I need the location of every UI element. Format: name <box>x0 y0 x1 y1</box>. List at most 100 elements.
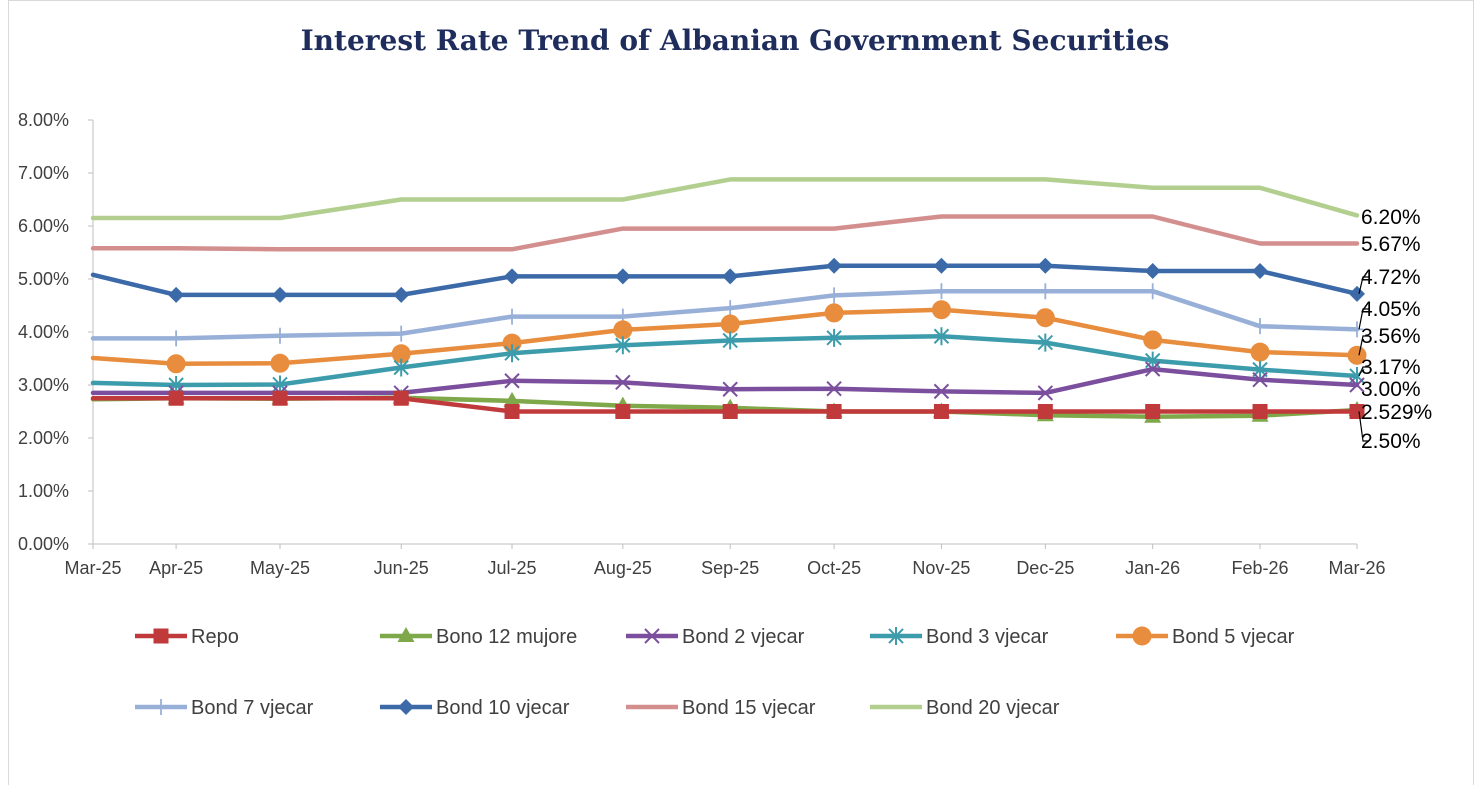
data-point <box>931 300 951 320</box>
data-point <box>270 353 290 373</box>
legend-item-bond-20-vjecar: Bond 20 vjecar <box>870 697 1060 719</box>
end-label-bond-2-vjecar: 3.00% <box>1361 378 1421 401</box>
y-tick-label: 0.00% <box>18 534 69 554</box>
data-point <box>1252 371 1268 388</box>
data-point <box>613 320 633 340</box>
legend-item-bond-2-vjecar: Bond 2 vjecar <box>626 626 805 648</box>
chart-frame <box>8 0 1474 785</box>
end-value-label: 4.05% <box>1361 298 1421 321</box>
data-point <box>1035 308 1055 328</box>
data-point <box>1143 330 1163 350</box>
end-label-bond-5-vjecar: 3.56% <box>1358 325 1421 356</box>
series-layer <box>90 177 1367 423</box>
data-point <box>615 404 631 419</box>
leader-line <box>1358 366 1369 377</box>
y-tick-label: 3.00% <box>18 375 69 395</box>
data-point <box>1252 404 1268 419</box>
y-tick-label: 5.00% <box>18 269 69 289</box>
data-point <box>272 390 288 406</box>
data-point <box>826 381 842 397</box>
end-value-label: 3.56% <box>1361 325 1421 348</box>
legend-item-bond-5-vjecar: Bond 5 vjecar <box>1116 626 1295 648</box>
data-point <box>614 268 631 285</box>
data-point <box>272 286 289 303</box>
legend-item-repo: Repo <box>135 626 239 648</box>
data-point <box>933 257 950 274</box>
end-label-bond-10-vjecar: 4.72% <box>1358 266 1421 294</box>
data-point <box>168 390 184 406</box>
data-point <box>1146 283 1159 300</box>
data-point <box>393 286 410 303</box>
x-tick-label: Mar-25 <box>64 558 121 578</box>
data-point <box>1349 285 1365 302</box>
data-point <box>826 404 842 419</box>
data-point <box>393 358 409 377</box>
end-value-label: 2.50% <box>1361 430 1421 453</box>
data-point <box>504 344 520 363</box>
end-label-bond-20-vjecar: 6.20% <box>1361 206 1421 229</box>
legend-item-bono-12-mujore: Bono 12 mujore <box>380 626 577 648</box>
end-value-label: 3.00% <box>1361 378 1421 401</box>
legend-label: Bond 5 vjecar <box>1172 626 1295 648</box>
data-point <box>1347 345 1367 365</box>
data-point <box>1037 404 1053 419</box>
legend-label: Bond 2 vjecar <box>682 626 805 648</box>
x-tick-label: Jul-25 <box>488 558 537 578</box>
legend-label: Bond 3 vjecar <box>926 626 1049 648</box>
data-point <box>615 374 631 391</box>
x-tick-label: Jan-26 <box>1125 558 1180 578</box>
legend-marker <box>888 627 904 645</box>
data-point <box>504 373 520 389</box>
legend-item-bond-7-vjecar: Bond 7 vjecar <box>135 697 314 719</box>
chart-axes: 0.00% 1.00% 2.00% 3.00% 4.00% 5.00% 6.00% 7.00%… <box>18 110 1386 578</box>
data-point <box>720 314 740 334</box>
end-value-label: 5.67% <box>1361 233 1421 256</box>
data-point <box>615 336 631 355</box>
legend-item-bond-3-vjecar: Bond 3 vjecar <box>870 626 1049 648</box>
data-point <box>1037 385 1054 401</box>
data-point <box>1039 283 1052 300</box>
legend-label: Bono 12 mujore <box>436 626 577 648</box>
x-tick-label: Oct-25 <box>807 558 861 578</box>
legend-marker <box>153 628 169 644</box>
series-bond-10-vjecar <box>90 257 1365 303</box>
x-tick-label: Dec-25 <box>1016 558 1074 578</box>
data-point <box>1144 361 1161 377</box>
data-point <box>504 268 521 285</box>
leader-line <box>1358 335 1369 356</box>
end-label-bond-3-vjecar: 3.17% <box>1358 356 1421 379</box>
x-tick-label: Apr-25 <box>149 558 203 578</box>
series-bond-3-vjecar <box>90 327 1365 394</box>
data-point <box>826 257 843 274</box>
data-point <box>724 300 737 317</box>
y-tick-label: 1.00% <box>18 481 69 501</box>
chart-title: Interest Rate Trend of Albanian Governme… <box>301 24 1170 57</box>
legend-marker <box>155 699 167 715</box>
data-point <box>1037 333 1054 352</box>
end-label-layer: 6.20% 5.67% 4.72% 4.05% 3.56% 3.17%3.00%2.529… <box>1358 206 1432 453</box>
data-point <box>391 344 411 364</box>
series-repo <box>90 390 1365 419</box>
series-bond-20-vjecar <box>90 177 1360 221</box>
legend-label: Bond 7 vjecar <box>191 697 314 719</box>
y-tick-label: 2.00% <box>18 428 69 448</box>
legend-label: Bond 15 vjecar <box>682 697 816 719</box>
data-point <box>935 283 948 300</box>
end-value-label: 6.20% <box>1361 206 1421 229</box>
x-tick-label: Jun-25 <box>374 558 429 578</box>
x-tick-label: Nov-25 <box>912 558 970 578</box>
end-label-bond-15-vjecar: 5.67% <box>1361 233 1421 256</box>
end-value-label: 2.529% <box>1361 401 1432 424</box>
legend-marker <box>644 628 660 644</box>
data-point <box>933 327 950 346</box>
series-bond-15-vjecar <box>90 214 1360 252</box>
data-point <box>722 331 738 350</box>
leader-line <box>1358 308 1369 330</box>
data-point <box>826 328 842 347</box>
data-point <box>506 308 519 325</box>
data-point <box>274 327 287 344</box>
data-point <box>1252 263 1269 280</box>
series-bond-5-vjecar <box>90 300 1367 374</box>
data-point <box>933 404 949 419</box>
legend-label: Repo <box>191 626 239 648</box>
